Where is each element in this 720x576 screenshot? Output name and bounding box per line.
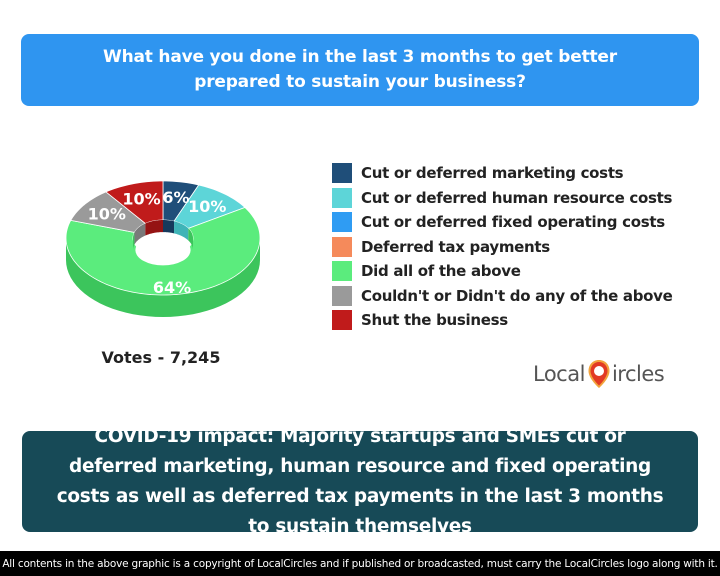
logo-text-left: Local — [533, 362, 585, 386]
legend-swatch — [332, 212, 352, 233]
donut-hole-center — [135, 234, 191, 266]
legend-item: Did all of the above — [332, 259, 673, 284]
legend-label: Did all of the above — [361, 262, 521, 281]
slice-label: 10% — [122, 190, 160, 209]
slice-label: 10% — [88, 205, 126, 224]
legend-label: Shut the business — [361, 311, 508, 330]
location-pin-icon — [588, 360, 610, 388]
slice-label: 64% — [153, 278, 191, 297]
legend-item: Cut or deferred fixed operating costs — [332, 210, 673, 235]
donut-hole — [133, 220, 193, 266]
question-banner: What have you done in the last 3 months … — [21, 34, 699, 106]
slice-side-wall — [66, 238, 260, 317]
votes-count: Votes - 7,245 — [101, 348, 221, 367]
legend-label: Couldn't or Didn't do any of the above — [361, 286, 673, 305]
legend-swatch — [332, 261, 352, 282]
slice-inner-wall — [145, 220, 163, 236]
legend-swatch — [332, 285, 352, 306]
slice-inner-wall — [134, 223, 146, 245]
legend-swatch — [332, 187, 352, 208]
legend-item: Shut the business — [332, 308, 673, 333]
copyright-text: All contents in the above graphic is a c… — [2, 557, 718, 570]
donut-labels: 6%10%64%10%10% — [88, 188, 227, 297]
slice-inner-wall — [163, 220, 175, 234]
donut-side-walls — [66, 238, 260, 317]
copyright-footer: All contents in the above graphic is a c… — [0, 551, 720, 576]
legend-label: Cut or deferred human resource costs — [361, 188, 673, 207]
slice-label: 6% — [162, 188, 189, 207]
legend-item: Cut or deferred human resource costs — [332, 186, 673, 211]
chart-legend: Cut or deferred marketing costs Cut or de… — [332, 161, 673, 333]
legend-swatch — [332, 236, 352, 257]
localcircles-logo: Local ircles — [533, 356, 665, 392]
donut-chart: 6% 10% 64% 10% 10% — [48, 148, 280, 338]
question-text: What have you done in the last 3 months … — [103, 47, 617, 92]
summary-banner: COVID-19 impact: Majority startups and S… — [22, 426, 698, 537]
legend-item: Couldn't or Didn't do any of the above — [332, 284, 673, 309]
legend-swatch — [332, 310, 352, 331]
slice-inner-wall — [188, 228, 193, 251]
slice-label: 10% — [188, 197, 226, 216]
summary-text: COVID-19 impact: Majority startups and S… — [56, 425, 664, 537]
donut-chart-svg: 6%10%64%10%10% — [65, 180, 261, 317]
legend-swatch — [332, 163, 352, 184]
legend-label: Deferred tax payments — [361, 237, 550, 256]
legend-label: Cut or deferred fixed operating costs — [361, 213, 665, 232]
legend-label: Cut or deferred marketing costs — [361, 164, 624, 183]
legend-item: Cut or deferred marketing costs — [332, 161, 673, 186]
slice-inner-wall — [133, 232, 135, 251]
legend-item: Deferred tax payments — [332, 235, 673, 260]
logo-text-right: ircles — [611, 362, 665, 386]
slice-inner-wall — [174, 221, 189, 241]
